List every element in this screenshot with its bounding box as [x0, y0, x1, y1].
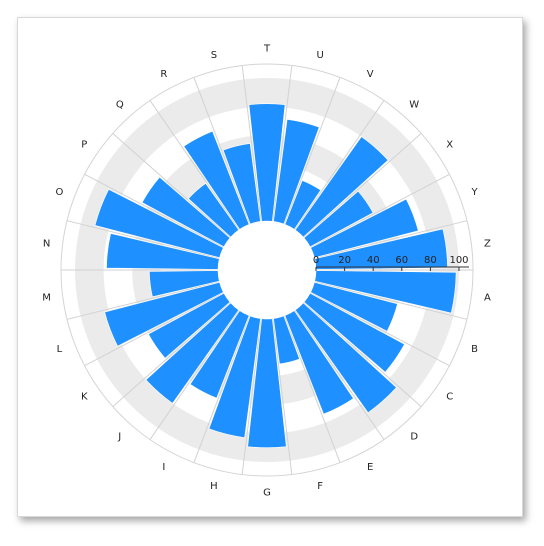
angular-gridline [283, 77, 341, 225]
angular-gridline [314, 220, 468, 259]
category-label-L: L [57, 344, 63, 355]
radial-tick-label: 100 [449, 255, 468, 266]
angular-gridline [66, 281, 220, 320]
category-label-X: X [446, 139, 453, 150]
radial-axis: 0 20 40 60 80 100 [313, 255, 469, 271]
inner-hole [218, 221, 316, 319]
category-label-E: E [367, 462, 373, 473]
category-label-M: M [42, 292, 51, 303]
category-label-G: G [263, 488, 271, 499]
angular-gridline [149, 310, 240, 440]
category-label-C: C [446, 392, 453, 403]
category-label-I: I [162, 462, 165, 473]
radial-tick-label: 0 [313, 255, 319, 266]
category-label-H: H [210, 481, 218, 492]
angular-gridline [314, 281, 468, 320]
category-label-S: S [211, 50, 217, 61]
angular-gridline [149, 100, 240, 230]
category-label-F: F [317, 481, 323, 492]
radial-tick-label: 60 [395, 255, 408, 266]
category-label-O: O [55, 187, 63, 198]
angular-gridline [241, 65, 262, 222]
angular-gridline [283, 315, 341, 463]
radial-tick-label: 80 [424, 255, 437, 266]
category-label-Q: Q [116, 99, 124, 110]
category-label-J: J [117, 432, 121, 443]
category-label-W: W [409, 99, 419, 110]
bar-series [94, 103, 457, 449]
category-label-V: V [367, 69, 374, 80]
angular-gridline [272, 65, 293, 222]
angular-gridline [193, 77, 251, 225]
category-label-R: R [160, 69, 167, 80]
category-label-K: K [81, 392, 88, 403]
angular-gridline [84, 173, 224, 248]
angular-gridline [310, 173, 450, 248]
category-labels: A B C D E F G H I J K L M N O P Q R S T U V W X Y Z [42, 44, 491, 499]
angular-gridline [294, 100, 385, 230]
category-label-D: D [410, 432, 418, 443]
category-label-N: N [43, 239, 50, 250]
angular-gridline [66, 220, 220, 259]
category-label-T: T [263, 44, 271, 55]
angular-gridline [112, 133, 231, 238]
radial-tick-label: 40 [367, 255, 380, 266]
angular-gridline [303, 302, 422, 407]
angular-gridline [112, 302, 231, 407]
angular-gridline [310, 292, 450, 367]
angular-gridlines [61, 65, 473, 475]
category-label-P: P [81, 139, 87, 150]
angular-gridline [84, 292, 224, 367]
category-label-B: B [471, 344, 478, 355]
angular-gridline [193, 315, 251, 463]
angular-gridline [294, 310, 385, 440]
radial-tick-label: 20 [338, 255, 351, 266]
angular-gridline [272, 318, 293, 475]
angular-gridline [303, 133, 422, 238]
angular-gridline [241, 318, 262, 475]
category-label-A: A [484, 292, 491, 303]
category-label-Y: Y [471, 187, 479, 198]
category-label-U: U [316, 50, 323, 61]
category-label-Z: Z [484, 239, 491, 250]
